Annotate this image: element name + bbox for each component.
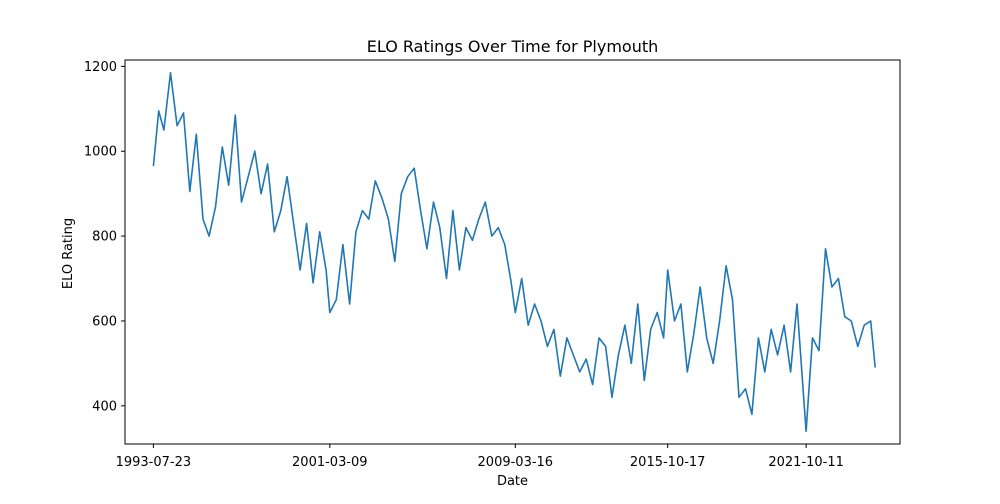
x-tick-label: 2021-10-11: [768, 455, 844, 470]
chart-title: ELO Ratings Over Time for Plymouth: [367, 37, 659, 56]
y-tick-label: 1000: [84, 145, 117, 160]
x-tick-label: 1993-07-23: [116, 455, 192, 470]
plot-area: [152, 71, 876, 433]
y-tick-label: 800: [92, 230, 117, 245]
y-tick-label: 1200: [84, 60, 117, 75]
series-line: [152, 71, 876, 433]
y-tick-label: 600: [92, 314, 117, 329]
x-tick-label: 2001-03-09: [292, 455, 368, 470]
y-tick-label: 400: [92, 399, 117, 414]
y-axis-label: ELO Rating: [61, 218, 76, 289]
x-tick-label: 2009-03-16: [478, 455, 554, 470]
x-tick-label: 2015-10-17: [630, 455, 706, 470]
x-axis-label: Date: [497, 474, 528, 489]
y-axis: 400 600 800 1000 1200: [84, 60, 125, 414]
x-axis: 1993-07-23 2001-03-09 2009-03-16 2015-10-17…: [116, 444, 844, 470]
plot-frame: [124, 59, 901, 445]
